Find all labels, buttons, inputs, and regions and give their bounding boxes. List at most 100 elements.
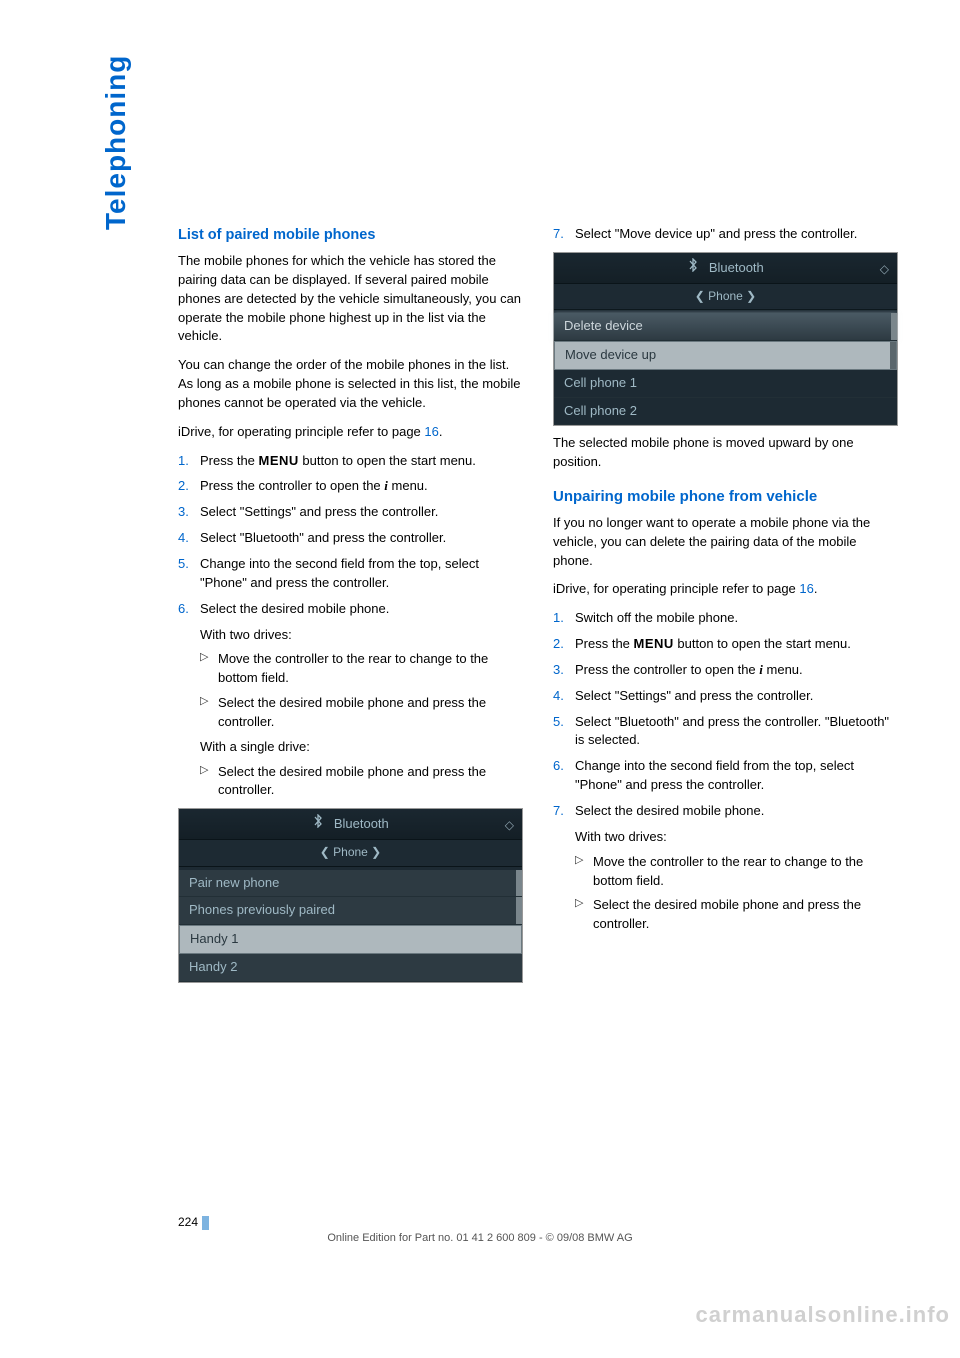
page-ref-link[interactable]: 16 [799, 581, 813, 596]
list-item: 7. Select "Move device up" and press the… [553, 225, 898, 244]
list-text: Select "Settings" and press the controll… [575, 687, 898, 706]
list-number: 5. [553, 713, 575, 751]
bluetooth-icon [312, 816, 328, 831]
footer-text: Online Edition for Part no. 01 41 2 600 … [0, 1232, 960, 1244]
bullet-item: ▷ Move the controller to the rear to cha… [575, 853, 898, 891]
list-number: 1. [553, 609, 575, 628]
idrive-screenshot-pair: Bluetooth ◇ ❮ Phone ❯ Pair new phone Pho… [178, 808, 523, 983]
bullet-item: ▷ Select the desired mobile phone and pr… [575, 896, 898, 934]
list-item: 7. Select the desired mobile phone. [553, 802, 898, 821]
list-number: 1. [178, 452, 200, 471]
list-text: Switch off the mobile phone. [575, 609, 898, 628]
menu-button-label: MENU [634, 636, 674, 651]
heading-unpairing: Unpairing mobile phone from vehicle [553, 486, 898, 508]
list-number: 2. [178, 477, 200, 496]
scr-sub: ❮ Phone ❯ [179, 840, 522, 866]
bullet-text: Move the controller to the rear to chang… [218, 650, 523, 688]
scr-header: Bluetooth ◇ [554, 253, 897, 284]
scr-row: Delete device [554, 313, 897, 341]
scr-row: Phones previously paired [179, 897, 522, 925]
list-number: 7. [553, 802, 575, 821]
scr-row: Cell phone 1 [554, 370, 897, 398]
list-item: 2. Press the controller to open the i me… [178, 477, 523, 496]
list-item: 6. Select the desired mobile phone. [178, 600, 523, 619]
list-number: 5. [178, 555, 200, 593]
text: . [814, 581, 818, 596]
bullet-text: Move the controller to the rear to chang… [593, 853, 898, 891]
list-text: Change into the second field from the to… [575, 757, 898, 795]
list-item: 6. Change into the second field from the… [553, 757, 898, 795]
list-number: 2. [553, 635, 575, 654]
list-number: 3. [553, 661, 575, 680]
list-text: Change into the second field from the to… [200, 555, 523, 593]
triangle-icon: ▷ [575, 853, 593, 891]
text: iDrive, for operating principle refer to… [178, 424, 424, 439]
list-number: 7. [553, 225, 575, 244]
page-mark-icon [202, 1216, 209, 1230]
triangle-icon: ▷ [575, 896, 593, 934]
sub-label: With a single drive: [200, 738, 523, 757]
bullet-item: ▷ Move the controller to the rear to cha… [200, 650, 523, 688]
scr-row-selected: Handy 1 [179, 925, 522, 954]
list-text: Press the controller to open the i menu. [200, 477, 523, 496]
list-number: 6. [553, 757, 575, 795]
menu-button-label: MENU [259, 453, 299, 468]
paragraph: iDrive, for operating principle refer to… [178, 423, 523, 442]
list-item: 3. Select "Settings" and press the contr… [178, 503, 523, 522]
text: . [439, 424, 443, 439]
triangle-icon: ▷ [200, 650, 218, 688]
right-column: 7. Select "Move device up" and press the… [553, 225, 898, 991]
list-item: 1. Switch off the mobile phone. [553, 609, 898, 628]
triangle-icon: ▷ [200, 763, 218, 801]
bullet-text: Select the desired mobile phone and pres… [218, 694, 523, 732]
list-number: 6. [178, 600, 200, 619]
page: Telephoning List of paired mobile phones… [0, 0, 960, 1358]
left-column: List of paired mobile phones The mobile … [178, 225, 523, 991]
paragraph: The mobile phones for which the vehicle … [178, 252, 523, 346]
list-number: 4. [178, 529, 200, 548]
list-number: 3. [178, 503, 200, 522]
idrive-screenshot-move: Bluetooth ◇ ❮ Phone ❯ Delete device Move… [553, 252, 898, 427]
text: iDrive, for operating principle refer to… [553, 581, 799, 596]
scr-title: Bluetooth [334, 816, 389, 831]
paragraph: You can change the order of the mobile p… [178, 356, 523, 413]
list-item: 4. Select "Bluetooth" and press the cont… [178, 529, 523, 548]
list-text: Select the desired mobile phone. [200, 600, 523, 619]
content-columns: List of paired mobile phones The mobile … [178, 225, 898, 991]
sub-label: With two drives: [575, 828, 898, 847]
scr-row-selected: Move device up [554, 341, 897, 370]
list-item: 5. Select "Bluetooth" and press the cont… [553, 713, 898, 751]
list-text: Select the desired mobile phone. [575, 802, 898, 821]
scr-sub: ❮ Phone ❯ [554, 284, 897, 310]
list-item: 1. Press the MENU button to open the sta… [178, 452, 523, 471]
scr-body: Delete device Move device up Cell phone … [554, 313, 897, 425]
list-text: Press the MENU button to open the start … [575, 635, 898, 654]
page-number: 224 [178, 1215, 209, 1230]
scr-row: Pair new phone [179, 870, 522, 898]
list-text: Select "Move device up" and press the co… [575, 225, 898, 244]
bullet-text: Select the desired mobile phone and pres… [593, 896, 898, 934]
list-text: Press the controller to open the i menu. [575, 661, 898, 680]
dot-icon: ◇ [505, 817, 514, 834]
dot-icon: ◇ [880, 261, 889, 278]
paragraph: iDrive, for operating principle refer to… [553, 580, 898, 599]
list-number: 4. [553, 687, 575, 706]
list-item: 4. Select "Settings" and press the contr… [553, 687, 898, 706]
list-text: Select "Bluetooth" and press the control… [575, 713, 898, 751]
bullet-text: Select the desired mobile phone and pres… [218, 763, 523, 801]
section-label: Telephoning [100, 55, 132, 230]
paragraph: The selected mobile phone is moved upwar… [553, 434, 898, 472]
heading-paired-phones: List of paired mobile phones [178, 225, 523, 246]
scr-row: Cell phone 2 [554, 398, 897, 426]
watermark: carmanualsonline.info [696, 1302, 951, 1328]
bluetooth-icon [687, 260, 703, 275]
list-item: 3. Press the controller to open the i me… [553, 661, 898, 680]
list-item: 5. Change into the second field from the… [178, 555, 523, 593]
bullet-item: ▷ Select the desired mobile phone and pr… [200, 694, 523, 732]
list-item: 2. Press the MENU button to open the sta… [553, 635, 898, 654]
list-text: Select "Settings" and press the controll… [200, 503, 523, 522]
scr-row: Handy 2 [179, 954, 522, 982]
page-ref-link[interactable]: 16 [424, 424, 438, 439]
scr-body: Pair new phone Phones previously paired … [179, 870, 522, 982]
scr-header: Bluetooth ◇ [179, 809, 522, 840]
